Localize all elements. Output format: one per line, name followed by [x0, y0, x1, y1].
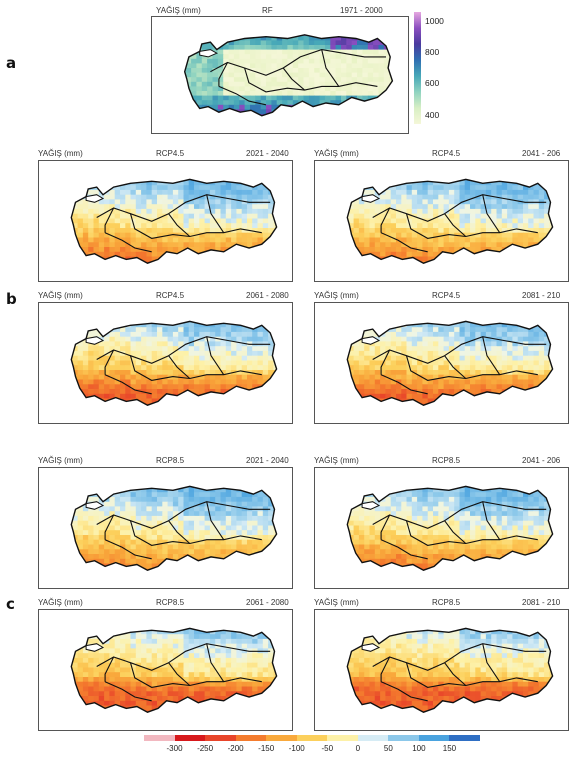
legend-tick: -100 — [288, 744, 305, 753]
legend-swatch — [205, 735, 236, 741]
map-canvas — [346, 485, 554, 571]
scenario-label: RCP4.5 — [432, 291, 461, 300]
period-label: 2041 - 206 — [522, 456, 561, 465]
map-canvas — [70, 320, 278, 406]
unit-label: YAĞIŞ (mm) — [38, 291, 83, 300]
period-label: 2081 - 210 — [522, 598, 561, 607]
period-label: 2061 - 2080 — [246, 291, 289, 300]
period-label: 2021 - 2040 — [246, 149, 289, 158]
colorbar-tick: 800 — [425, 47, 440, 57]
unit-label: YAĞIŞ (mm) — [38, 456, 83, 465]
map-canvas — [346, 178, 554, 264]
panel-letter-c: c — [6, 595, 15, 613]
legend-swatch — [357, 735, 389, 741]
unit-label: YAĞIŞ (mm) — [314, 456, 359, 465]
legend-tick: -150 — [258, 744, 275, 753]
period-label: 1971 - 2000 — [340, 6, 383, 15]
scenario-label: RCP8.5 — [432, 456, 461, 465]
map-frame — [314, 160, 569, 282]
period-label: 2021 - 2040 — [246, 456, 289, 465]
map-frame — [314, 609, 569, 731]
colorbar-tick: 600 — [425, 78, 440, 88]
map-canvas — [70, 627, 278, 713]
legend-swatch — [449, 735, 481, 741]
scenario-label: RCP8.5 — [156, 598, 185, 607]
legend-swatch — [266, 735, 297, 741]
map-canvas — [70, 485, 278, 571]
panel-letter-b: b — [6, 290, 17, 308]
scenario-label: RCP4.5 — [156, 149, 185, 158]
scenario-label: RCP8.5 — [432, 598, 461, 607]
period-label: 2061 - 2080 — [246, 598, 289, 607]
unit-label: YAĞIŞ (mm) — [156, 6, 201, 15]
unit-label: YAĞIŞ (mm) — [314, 598, 359, 607]
legend-tick: 150 — [442, 744, 457, 753]
legend-swatch — [388, 735, 419, 741]
legend-swatch — [144, 735, 175, 741]
legend-swatch — [418, 735, 450, 741]
period-label: 2081 - 210 — [522, 291, 561, 300]
unit-label: YAĞIŞ (mm) — [38, 149, 83, 158]
period-label: 2041 - 206 — [522, 149, 561, 158]
scenario-label: RCP4.5 — [156, 291, 185, 300]
legend-swatch — [235, 735, 267, 741]
legend-tick: 0 — [355, 744, 361, 753]
scenario-label: RF — [262, 6, 273, 15]
colorbar-tick: 1000 — [425, 16, 444, 26]
legend-tick: -300 — [166, 744, 183, 753]
unit-label: YAĞIŞ (mm) — [314, 291, 359, 300]
change-legend-bar — [144, 735, 481, 741]
unit-label: YAĞIŞ (mm) — [314, 149, 359, 158]
legend-tick: -200 — [227, 744, 244, 753]
legend-swatch — [174, 735, 206, 741]
map-frame — [38, 467, 293, 589]
legend-swatch — [296, 735, 328, 741]
scenario-label: RCP4.5 — [432, 149, 461, 158]
map-canvas — [346, 627, 554, 713]
map-frame — [314, 467, 569, 589]
map-frame — [38, 302, 293, 424]
colorbar-tick: 400 — [425, 110, 440, 120]
panel-letter-a: a — [6, 54, 17, 72]
legend-swatch — [327, 735, 358, 741]
map-canvas — [183, 34, 394, 117]
map-canvas — [346, 320, 554, 406]
colorbar — [414, 12, 421, 124]
map-frame — [38, 609, 293, 731]
legend-tick: 100 — [412, 744, 426, 753]
unit-label: YAĞIŞ (mm) — [38, 598, 83, 607]
scenario-label: RCP8.5 — [156, 456, 185, 465]
map-canvas — [70, 178, 278, 264]
legend-tick: -250 — [197, 744, 214, 753]
map-frame — [38, 160, 293, 282]
map-frame — [314, 302, 569, 424]
legend-tick: -50 — [321, 744, 334, 753]
legend-tick: 50 — [383, 744, 393, 753]
map-frame — [151, 16, 409, 134]
